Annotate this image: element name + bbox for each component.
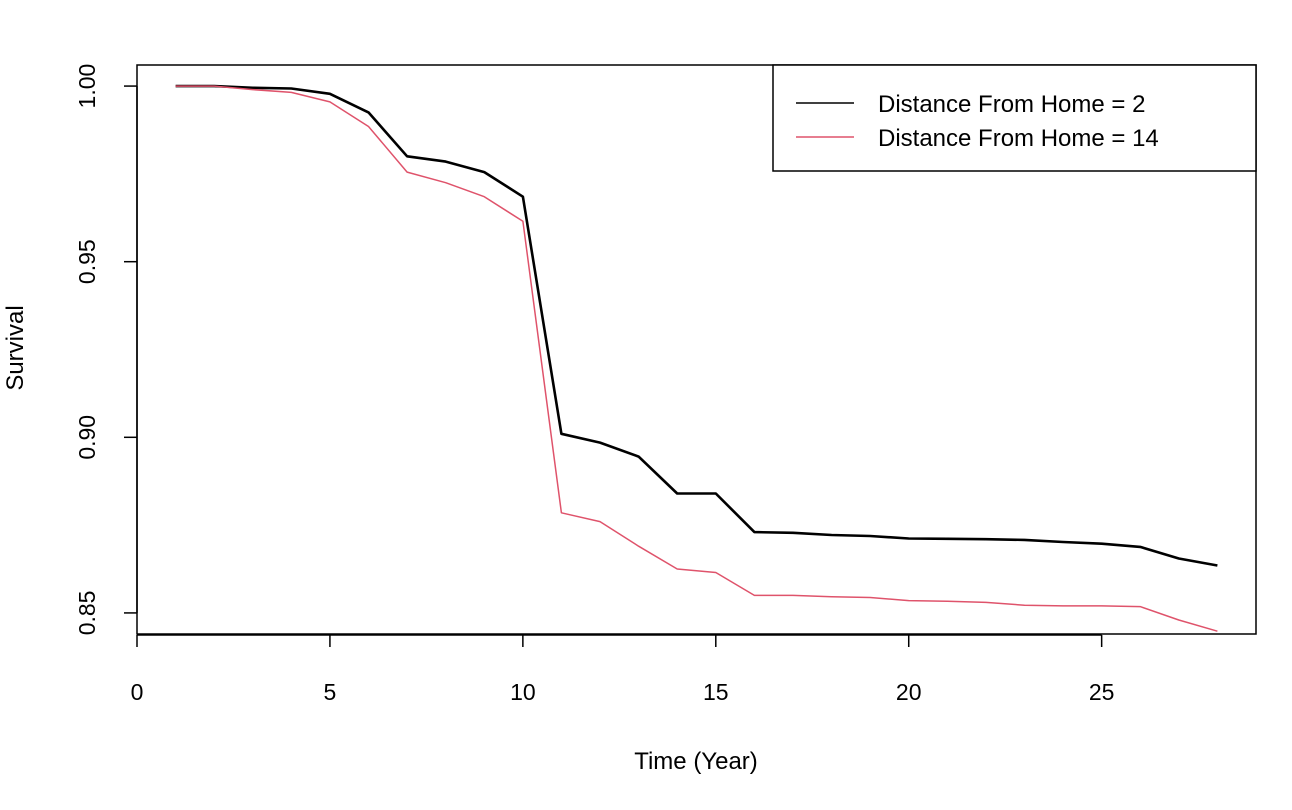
x-tick-label: 5 bbox=[324, 679, 337, 705]
x-tick-label: 20 bbox=[896, 679, 922, 705]
y-tick-label: 0.85 bbox=[74, 591, 100, 636]
x-tick-label: 25 bbox=[1089, 679, 1115, 705]
x-tick-label: 15 bbox=[703, 679, 729, 705]
legend-box bbox=[772, 64, 1257, 172]
y-axis: 0.85 0.90 0.95 1.00 bbox=[74, 64, 138, 636]
series-lines bbox=[175, 84, 1218, 632]
x-tick-label: 0 bbox=[131, 679, 144, 705]
y-tick-label: 1.00 bbox=[74, 64, 100, 109]
y-tick-label: 0.95 bbox=[74, 239, 100, 284]
legend-label-series-1: Distance From Home = 2 bbox=[878, 91, 1145, 118]
y-tick-label: 0.90 bbox=[74, 415, 100, 460]
legend: Distance From Home = 2 Distance From Hom… bbox=[772, 64, 1257, 172]
x-axis: 0 5 10 15 20 25 bbox=[131, 634, 1115, 705]
x-tick-label: 10 bbox=[510, 679, 536, 705]
series-line-2 bbox=[175, 85, 1218, 632]
y-axis-label: Survival bbox=[2, 305, 29, 390]
series-line-1 bbox=[175, 84, 1218, 567]
legend-label-series-2: Distance From Home = 14 bbox=[878, 125, 1159, 152]
x-axis-label: Time (Year) bbox=[634, 748, 758, 775]
